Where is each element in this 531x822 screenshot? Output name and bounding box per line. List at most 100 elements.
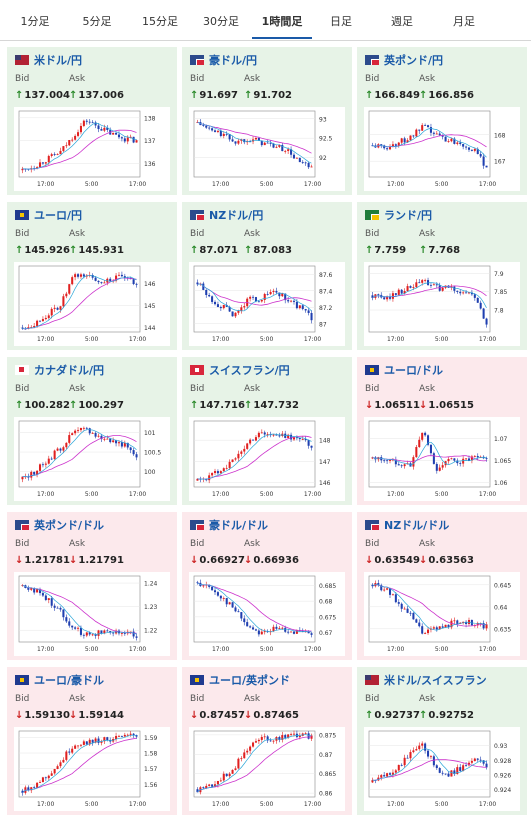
price-chart[interactable]: 87.6 87.4 87.2 87 17:00 5:00 17:00 xyxy=(189,262,345,346)
price-chart[interactable]: 1.59 1.58 1.57 1.56 17:00 5:00 17:00 xyxy=(14,727,170,811)
price-chart[interactable]: 1.07 1.065 1.06 17:00 5:00 17:00 xyxy=(364,417,520,501)
currency-panel[interactable]: 英ポンド/円 Bid Ask ↑166.849 ↑166.856 168 167 17:00 5… xyxy=(357,47,527,195)
currency-panel[interactable]: NZドル/ドル Bid Ask ↓0.63549 ↓0.63563 0.645 0.64 0.… xyxy=(357,512,527,660)
y-tick-label: 92.5 xyxy=(319,136,333,143)
currency-pair-title[interactable]: 豪ドル/ドル xyxy=(190,517,268,532)
tab-1min[interactable]: 1分足 xyxy=(20,15,50,28)
candle-body xyxy=(281,293,284,297)
tab-daily[interactable]: 日足 xyxy=(330,15,352,28)
nz-flag-icon xyxy=(365,520,379,530)
candle-body xyxy=(68,435,71,443)
currency-pair-title[interactable]: カナダドル/円 xyxy=(15,362,104,377)
ask-label: Ask xyxy=(69,229,86,239)
candle-body xyxy=(249,626,252,628)
ask-label: Ask xyxy=(69,74,86,84)
currency-pair-title[interactable]: 英ポンド/ドル xyxy=(15,517,104,532)
currency-pair-title[interactable]: 米ドル/スイスフラン xyxy=(365,672,487,687)
bid-label: Bid xyxy=(190,539,205,549)
candle-body xyxy=(281,144,284,152)
pair-name: スイスフラン/円 xyxy=(209,364,290,377)
tab-30min[interactable]: 30分足 xyxy=(203,15,239,28)
currency-pair-title[interactable]: ランド/円 xyxy=(365,207,432,222)
candle-body xyxy=(310,633,313,635)
candle-body xyxy=(284,293,287,301)
price-chart[interactable]: 101 100.5 100 17:00 5:00 17:00 xyxy=(14,417,170,501)
candle-body xyxy=(479,456,482,458)
price-chart[interactable]: 1.24 1.23 1.22 17:00 5:00 17:00 xyxy=(14,572,170,656)
candle-body xyxy=(295,437,298,439)
currency-panel[interactable]: 米ドル/スイスフラン Bid Ask ↑0.92737 ↑0.92752 0.93 0.92… xyxy=(357,667,527,815)
tab-monthly[interactable]: 月足 xyxy=(453,15,475,28)
x-tick-label: 17:00 xyxy=(304,801,321,808)
price-chart[interactable]: 148 147 146 17:00 5:00 17:00 xyxy=(189,417,345,501)
candle-body xyxy=(109,438,112,443)
candle-body xyxy=(403,608,406,610)
price-chart[interactable]: 146 145 144 17:00 5:00 17:00 xyxy=(14,262,170,346)
currency-panel[interactable]: 米ドル/円 Bid Ask ↑137.004 ↑137.006 138 137 136 17:0… xyxy=(7,47,177,195)
candle-body xyxy=(380,775,383,778)
candle-body xyxy=(79,744,82,746)
tab-weekly[interactable]: 週足 xyxy=(391,15,413,28)
price-chart[interactable]: 0.93 0.928 0.926 0.924 17:00 5:00 17:00 xyxy=(364,727,520,811)
currency-pair-title[interactable]: 米ドル/円 xyxy=(15,52,82,67)
candle-body xyxy=(272,143,275,148)
currency-panel[interactable]: ランド/円 Bid Ask ↑7.759 ↑7.768 7.9 7.85 7.8 17:00 5:… xyxy=(357,202,527,350)
currency-pair-title[interactable]: ユーロ/豪ドル xyxy=(15,672,104,687)
currency-panel[interactable]: 英ポンド/ドル Bid Ask ↓1.21781 ↓1.21791 1.24 1.23 1.2… xyxy=(7,512,177,660)
price-chart[interactable]: 0.875 0.87 0.865 0.86 17:00 5:00 17:00 xyxy=(189,727,345,811)
candle-body xyxy=(310,166,313,168)
currency-pair-title[interactable]: ユーロ/英ポンド xyxy=(190,672,291,687)
us-flag-icon xyxy=(15,55,29,65)
candle-body xyxy=(88,121,91,123)
price-chart[interactable]: 0.685 0.68 0.675 0.67 17:00 5:00 17:00 xyxy=(189,572,345,656)
pair-name: NZドル/ドル xyxy=(384,519,450,532)
currency-panel[interactable]: カナダドル/円 Bid Ask ↑100.282 ↑100.297 101 100.5 100… xyxy=(7,357,177,505)
candle-body xyxy=(38,589,42,594)
currency-pair-title[interactable]: 英ポンド/円 xyxy=(365,52,443,67)
candle-body xyxy=(400,289,403,294)
tab-1hour[interactable]: 1時間足 xyxy=(252,0,312,39)
arrow-down-icon: ↓ xyxy=(365,555,374,566)
candle-body xyxy=(432,284,435,286)
candle-body xyxy=(453,286,456,291)
candle-body xyxy=(467,458,471,461)
currency-panel[interactable]: ユーロ/豪ドル Bid Ask ↓1.59130 ↓1.59144 1.59 1.58 1.5… xyxy=(7,667,177,815)
currency-panel[interactable]: ユーロ/ドル Bid Ask ↓1.06511 ↓1.06515 1.07 1.065 1.0… xyxy=(357,357,527,505)
x-tick-label: 17:00 xyxy=(37,336,54,343)
currency-panel[interactable]: NZドル/円 Bid Ask ↑87.071 ↑87.083 87.6 87.4 87.2 87… xyxy=(182,202,352,350)
candle-body xyxy=(228,773,231,777)
y-tick-label: 1.58 xyxy=(144,751,158,758)
currency-panel[interactable]: 豪ドル/ドル Bid Ask ↓0.66927 ↓0.66936 0.685 0.68 0.6… xyxy=(182,512,352,660)
currency-pair-title[interactable]: NZドル/ドル xyxy=(365,517,450,532)
bid-label: Bid xyxy=(15,539,30,549)
currency-panel[interactable]: 豪ドル/円 Bid Ask ↑91.697 ↑91.702 93 92.5 92 17:00 5:… xyxy=(182,47,352,195)
candle-body xyxy=(287,434,290,438)
arrow-down-icon: ↓ xyxy=(15,710,24,721)
candle-body xyxy=(476,758,479,760)
currency-panel[interactable]: ユーロ/円 Bid Ask ↑145.926 ↑145.931 146 145 144 17:0… xyxy=(7,202,177,350)
candle-body xyxy=(295,157,298,159)
candle-body xyxy=(453,770,456,775)
price-chart[interactable]: 93 92.5 92 17:00 5:00 17:00 xyxy=(189,107,345,191)
price-chart[interactable]: 7.9 7.85 7.8 17:00 5:00 17:00 xyxy=(364,262,520,346)
currency-pair-title[interactable]: NZドル/円 xyxy=(190,207,263,222)
currency-panel[interactable]: スイスフラン/円 Bid Ask ↑147.716 ↑147.732 148 147 146 1… xyxy=(182,357,352,505)
tab-15min[interactable]: 15分足 xyxy=(142,15,178,28)
currency-pair-title[interactable]: ユーロ/円 xyxy=(15,207,82,222)
currency-pair-title[interactable]: ユーロ/ドル xyxy=(365,362,443,377)
bid-label: Bid xyxy=(15,694,30,704)
price-chart[interactable]: 138 137 136 17:00 5:00 17:00 xyxy=(14,107,170,191)
price-chart[interactable]: 168 167 17:00 5:00 17:00 xyxy=(364,107,520,191)
tab-5min[interactable]: 5分足 xyxy=(82,15,112,28)
candle-body xyxy=(205,785,208,788)
candle-body xyxy=(202,125,205,126)
ask-value: ↑100.297 xyxy=(69,400,124,411)
pair-name: ユーロ/英ポンド xyxy=(209,674,291,687)
y-tick-label: 148 xyxy=(319,438,331,445)
currency-pair-title[interactable]: スイスフラン/円 xyxy=(190,362,290,377)
currency-pair-title[interactable]: 豪ドル/円 xyxy=(190,52,257,67)
price-chart[interactable]: 0.645 0.64 0.635 17:00 5:00 17:00 xyxy=(364,572,520,656)
candle-body xyxy=(427,125,430,128)
candle-body xyxy=(120,442,123,447)
currency-panel[interactable]: ユーロ/英ポンド Bid Ask ↓0.87457 ↓0.87465 0.875 0.87 0… xyxy=(182,667,352,815)
